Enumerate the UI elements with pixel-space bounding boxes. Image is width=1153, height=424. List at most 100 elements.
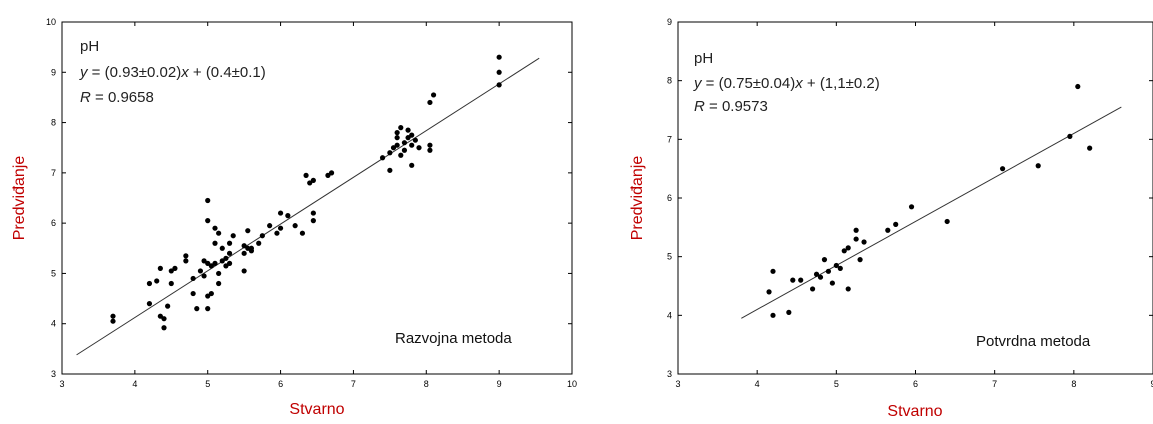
x-tick-label: 3	[59, 379, 64, 389]
data-point	[430, 92, 437, 98]
data-point	[183, 258, 189, 264]
data-point	[770, 312, 776, 318]
x-tick-label: 6	[913, 379, 918, 389]
data-points	[766, 83, 1093, 318]
y-tick-label: 4	[667, 310, 672, 320]
data-point	[401, 147, 408, 153]
data-point	[256, 240, 262, 246]
data-point	[157, 265, 163, 271]
data-points	[110, 54, 502, 331]
y-axis-label: Predviđanje	[629, 156, 646, 241]
data-point	[241, 243, 247, 249]
axis-ticks: 3 4 5 6 7 8 9 3 4 5 6 7 8 9	[667, 17, 1153, 389]
x-axis-label: Stvarno	[289, 401, 344, 418]
data-point	[212, 225, 218, 231]
r-value: = 0.9573	[705, 98, 768, 115]
fit-line-group	[76, 57, 540, 356]
data-point	[241, 268, 247, 274]
data-point	[146, 280, 153, 287]
method-label: Potvrdna metoda	[976, 333, 1091, 350]
x-tick-label: 5	[834, 379, 839, 389]
data-point	[303, 172, 309, 178]
data-point	[299, 230, 306, 236]
data-point	[809, 286, 816, 292]
data-point	[212, 240, 218, 246]
data-point	[310, 218, 316, 224]
data-point	[146, 301, 153, 307]
r-value: = 0.9658	[91, 89, 154, 106]
data-point	[292, 223, 298, 229]
data-point	[205, 306, 211, 312]
x-tick-label: 4	[132, 379, 137, 389]
eq-end: + (1,1±0.2)	[803, 75, 880, 92]
x-tick-label: 8	[1071, 379, 1076, 389]
data-point	[1035, 163, 1041, 169]
data-point	[427, 147, 433, 153]
data-point	[201, 258, 207, 264]
eq-mid: = (0.75±0.04)	[702, 75, 796, 92]
data-point	[212, 260, 218, 266]
data-point	[853, 236, 859, 242]
annotation-r: R = 0.9658	[80, 89, 154, 106]
chart-potvrdna: 3 4 5 6 7 8 9 3 4 5 6 7 8 9 pH y = (0.75±0.04)x + (1,…	[629, 17, 1153, 420]
data-point	[387, 150, 393, 156]
eq-y: y	[693, 75, 703, 92]
data-point	[190, 290, 196, 297]
data-point	[857, 257, 863, 263]
data-point	[328, 170, 335, 176]
x-tick-label: 9	[1150, 379, 1153, 389]
eq-x: x	[794, 75, 803, 92]
data-point	[110, 318, 116, 324]
data-point	[307, 180, 313, 186]
fit-line-group	[741, 106, 1122, 319]
data-point	[387, 167, 393, 173]
y-tick-label: 7	[51, 168, 56, 178]
y-tick-label: 6	[667, 193, 672, 203]
data-point	[168, 268, 174, 274]
data-point	[310, 210, 316, 216]
data-point	[861, 239, 867, 245]
data-point	[401, 140, 408, 146]
data-point	[379, 155, 386, 161]
data-point	[999, 166, 1006, 172]
data-point	[325, 172, 331, 178]
data-point	[813, 271, 820, 277]
data-point	[267, 223, 273, 229]
data-point	[394, 142, 400, 148]
data-point	[161, 316, 167, 322]
data-point	[201, 273, 207, 279]
data-point	[833, 262, 839, 269]
data-point	[154, 278, 160, 284]
data-point	[223, 255, 229, 261]
eq-x: x	[180, 64, 189, 81]
data-point	[183, 253, 189, 259]
data-point	[1087, 145, 1093, 151]
data-point	[427, 142, 433, 148]
annotation-r: R = 0.9573	[694, 98, 768, 115]
data-point	[245, 228, 251, 234]
data-point	[853, 227, 859, 233]
data-point	[223, 263, 229, 269]
data-point	[412, 137, 418, 143]
data-point	[845, 245, 851, 251]
data-point	[197, 268, 204, 274]
data-point	[277, 210, 284, 216]
data-point	[216, 270, 222, 277]
data-point	[821, 257, 828, 263]
data-point	[208, 290, 214, 297]
data-point	[398, 152, 404, 158]
data-point	[205, 218, 211, 224]
data-point	[277, 225, 284, 231]
data-point	[230, 233, 236, 239]
y-tick-label: 3	[667, 369, 672, 379]
data-point	[770, 268, 776, 274]
data-point	[405, 135, 411, 141]
chart-razvojna: 3 4 5 6 7 8 9 10 3 4 5 6 7 8 9 10 pH y = (0.93±0.02)x +…	[11, 17, 577, 418]
data-point	[205, 260, 211, 266]
x-tick-label: 10	[567, 379, 577, 389]
x-axis-label: Stvarno	[887, 403, 942, 420]
y-axis-label: Predviđanje	[11, 156, 28, 241]
data-point	[226, 250, 233, 256]
data-point	[245, 245, 251, 251]
data-point	[409, 162, 415, 168]
